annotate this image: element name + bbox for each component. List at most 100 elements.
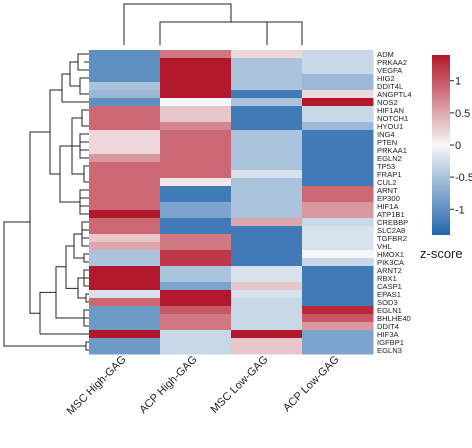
heatmap-cell [231,290,303,299]
row-label: HYOU1 [377,122,403,131]
heatmap-cell [231,338,303,347]
heatmap-cell [302,266,374,275]
heatmap-cell [160,50,232,59]
heatmap-cell [302,122,374,131]
heatmap-cell [160,122,232,131]
colorbar-label: z-score [420,246,463,261]
heatmap-cell [89,266,161,275]
heatmap-cell [89,170,161,179]
heatmap-cell [89,130,161,139]
heatmap-cell [302,74,374,83]
heatmap-cell [89,258,161,267]
heatmap-cell [231,82,303,91]
heatmap-cell [160,162,232,171]
heatmap-cell [302,290,374,299]
heatmap-cell [160,250,232,259]
row-label: HIF3A [377,330,399,339]
dendrogram-branch [61,73,70,102]
heatmap-cell [302,154,374,163]
heatmap-cell [160,226,232,235]
heatmap-cell [302,106,374,115]
heatmap-cell [89,322,161,331]
heatmap-cell [89,314,161,323]
heatmap-cell [160,282,232,291]
heatmap-cell [302,98,374,107]
heatmap-cell [160,258,232,267]
row-label: FRAP1 [377,170,401,179]
heatmap-cell [160,186,232,195]
heatmap-cell [302,82,374,91]
dendrogram-branch [85,341,89,351]
row-label: IGFBP1 [377,338,404,347]
heatmap-cell [302,210,374,219]
row-label: CASP1 [377,282,402,291]
heatmap-cell [302,194,374,203]
heatmap-cell [302,58,374,67]
heatmap-cell [231,314,303,323]
row-label: TGFBR2 [377,234,407,243]
row-label: EPAS1 [377,290,401,299]
heatmap-cell [89,226,161,235]
heatmap-cell [231,162,303,171]
heatmap-cell [231,122,303,131]
row-label: EGLN3 [377,346,402,355]
colorbar-ticks: 1 0.5 0 -0.5 -1 [450,76,472,216]
heatmap-cell [89,138,161,147]
dendrogram-branch [69,61,78,86]
heatmap-cell [89,82,161,91]
row-label: RBX1 [377,274,397,283]
colorbar-gradient [432,55,450,235]
heatmap-cell [231,306,303,315]
heatmap-cell [231,138,303,147]
heatmap-cell [89,178,161,187]
colorbar-tick-label: 1 [455,76,461,88]
row-label: EGLN1 [377,306,402,315]
column-label: ACP Low-GAG [281,354,342,415]
heatmap-cell [231,202,303,211]
row-label: ANGPTL4 [377,90,412,99]
colorbar-tick-label: 0 [455,140,461,152]
heatmap-cell [231,274,303,283]
heatmap-cell [231,234,303,243]
heatmap-cell [89,218,161,227]
heatmap-cell [160,114,232,123]
column-label: MSC Low-GAG [209,354,271,416]
row-label: ING4 [377,130,395,139]
heatmap-cell [160,66,232,75]
heatmap-cell [231,298,303,307]
heatmap-cell [302,170,374,179]
heatmap-cell [89,242,161,251]
colorbar-tick-label: -1 [455,204,465,216]
heatmap-cell [231,146,303,155]
heatmap-cell [231,226,303,235]
row-label: PIK3CA [377,258,405,267]
dendrogram-branch [83,253,89,263]
dendrogram-branch [85,293,89,303]
heatmap-cell [89,282,161,291]
heatmap-cell [160,210,232,219]
heatmap-cell [89,154,161,163]
heatmap-cell [160,202,232,211]
heatmap-cell [160,82,232,91]
heatmap-cell [89,298,161,307]
heatmap-cell [89,114,161,123]
heatmap-cell [231,154,303,163]
heatmap-cell [231,90,303,99]
heatmap-cell [302,66,374,75]
heatmap-cell [302,258,374,267]
row-label: PTEN [377,138,397,147]
heatmap-cell [231,330,303,339]
heatmap-cell [89,98,161,107]
heatmap-cell [89,106,161,115]
row-label: HMOX1 [377,250,404,259]
heatmap-cell [231,194,303,203]
heatmap-cell [160,74,232,83]
heatmap-cell [302,306,374,315]
heatmap-cell [231,210,303,219]
row-label: SOD3 [377,298,398,307]
colorbar: 1 0.5 0 -0.5 -1 z-score [420,55,472,261]
heatmap-cell [89,330,161,339]
heatmap-cell [160,106,232,115]
heatmap-cell [231,186,303,195]
row-label: PRKAA2 [377,58,407,67]
